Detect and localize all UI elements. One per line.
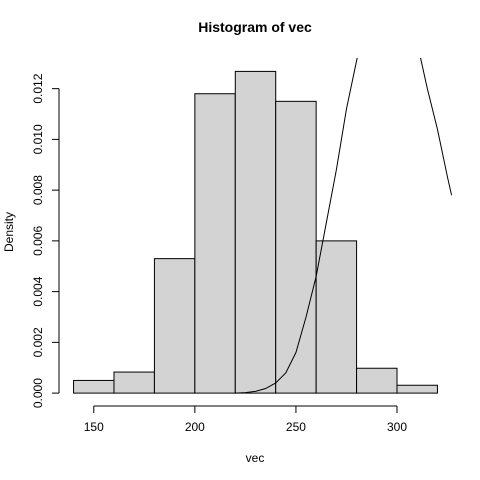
x-axis-label: vec <box>246 451 265 465</box>
axes: 150 200 250 300 0.000 0.002 0.004 0.006 0.008 0.0… <box>31 73 407 434</box>
bar <box>153 258 196 394</box>
bar <box>73 379 115 394</box>
x-tick-label: 150 <box>84 420 104 434</box>
bar <box>234 70 277 394</box>
bar <box>396 384 438 394</box>
y-tick-label: 0.004 <box>31 276 45 306</box>
bar <box>194 93 236 394</box>
bar <box>113 371 155 394</box>
chart-title: Histogram of vec <box>198 19 312 35</box>
x-tick-label: 250 <box>286 420 306 434</box>
density-curve <box>235 58 452 394</box>
y-tick-label: 0.008 <box>31 175 45 205</box>
curve-layer <box>235 58 452 394</box>
bar <box>315 240 358 394</box>
y-tick-label: 0.006 <box>31 226 45 256</box>
bars <box>73 70 438 394</box>
y-tick-label: 0.000 <box>31 378 45 408</box>
y-axis-label: Density <box>2 212 16 252</box>
y-tick-label: 0.002 <box>31 327 45 357</box>
bar <box>275 100 317 394</box>
bar <box>356 367 398 394</box>
y-tick-label: 0.010 <box>31 124 45 154</box>
y-tick-label: 0.012 <box>31 73 45 103</box>
x-tick-label: 200 <box>185 420 205 434</box>
x-tick-label: 300 <box>387 420 407 434</box>
